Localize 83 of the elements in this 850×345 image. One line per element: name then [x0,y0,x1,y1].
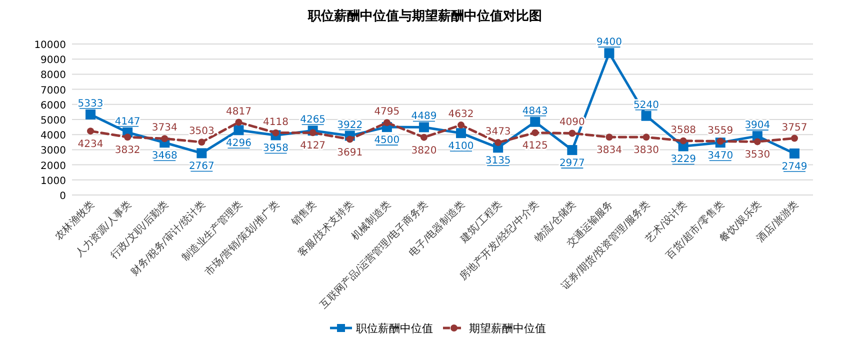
data-label: 4127 [300,140,326,152]
point [790,134,798,142]
point [494,139,502,146]
point [568,130,576,137]
data-label: 3757 [782,122,808,134]
data-label: 3922 [337,120,363,131]
data-label: 4632 [448,109,474,120]
point [272,129,280,136]
point [680,137,687,144]
legend-label: 职位薪酬中位值 [356,322,433,335]
data-label: 3834 [596,145,622,156]
legend-label: 期望薪酬中位值 [469,322,546,335]
point [235,118,242,126]
data-label: 3958 [263,143,288,154]
point [309,129,316,136]
point [716,138,724,145]
point [234,125,244,136]
data-label: 4118 [263,116,288,128]
y-tick-label: 10000 [34,40,66,51]
data-label: 3468 [152,150,178,162]
data-label: 3830 [634,145,659,156]
chart-title: 职位薪酬中位值与期望薪酬中位值对比图 [307,8,542,24]
point [642,134,650,141]
data-label: 4296 [226,138,252,150]
data-label: 4147 [114,116,140,128]
point [754,138,761,146]
point [87,128,94,135]
data-label: 3820 [411,145,437,156]
y-tick-label: 0 [60,191,66,202]
data-label: 4234 [78,139,104,150]
point [567,145,578,156]
data-label: 4100 [448,141,474,152]
data-label: 3135 [485,156,511,167]
y-tick-label: 4000 [40,130,66,142]
data-label: 3229 [670,154,696,166]
data-label: 9400 [596,37,622,48]
data-label: 2767 [188,161,214,172]
y-tick-label: 3000 [40,146,66,157]
data-label: 2749 [782,161,808,172]
data-label: 4125 [522,140,548,152]
data-label: 4489 [411,111,437,122]
data-label: 4795 [374,106,400,118]
point [604,48,614,58]
data-label: 4265 [300,114,326,126]
point [641,110,652,121]
point [530,116,540,127]
point [532,129,539,136]
point [456,128,466,138]
data-label: 3832 [114,145,140,156]
y-tick-label: 7000 [40,85,66,96]
x-tick-label: 销售类 [288,198,319,230]
point [789,148,800,158]
y-tick-label: 6000 [40,100,66,112]
data-label: 3530 [744,150,770,161]
y-tick-label: 2000 [40,160,66,172]
point [420,134,428,141]
point [86,109,96,120]
data-label: 3588 [670,124,696,136]
point [124,134,132,141]
data-label: 3691 [337,147,363,158]
data-label: 2977 [559,158,585,170]
data-label: 3904 [744,120,770,132]
data-label: 3734 [152,122,178,134]
data-label: 3503 [188,126,214,138]
y-tick-label: 1000 [40,176,66,187]
point [458,122,465,129]
point [161,135,168,142]
y-tick-label: 9000 [40,55,66,66]
point [346,136,354,143]
point [606,134,613,141]
data-label: 3470 [708,150,734,162]
data-label: 4500 [374,135,400,146]
data-label: 5333 [78,98,104,110]
point [198,138,206,146]
point [383,119,390,126]
y-tick-label: 5000 [40,116,66,126]
data-label: 3473 [485,126,511,138]
data-label: 4817 [226,106,252,118]
point [196,148,207,158]
y-tick-label: 8000 [40,70,66,82]
data-label: 4843 [522,106,548,117]
data-label: 3559 [708,125,734,136]
point [418,122,429,132]
